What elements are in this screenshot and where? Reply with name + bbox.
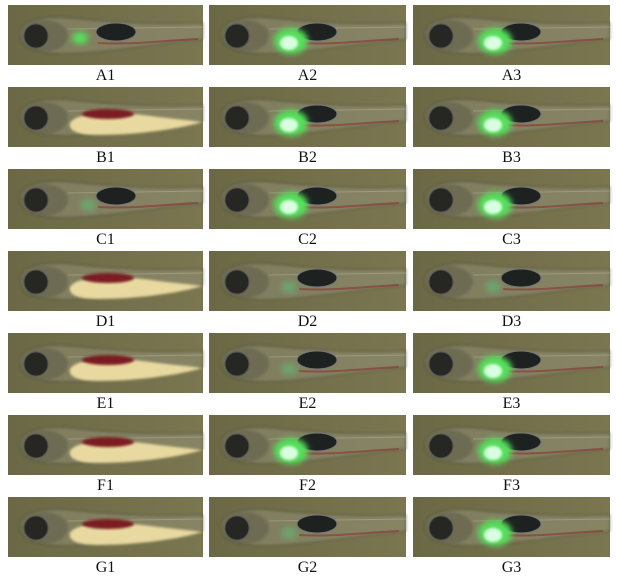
fluorescence-core [484,446,502,460]
fish-eye [24,434,48,458]
panel [413,169,610,229]
fluorescence-glow [72,32,88,44]
panel [8,415,203,475]
fluorescence-core [484,200,502,214]
panel [8,333,203,393]
fish-eye [429,24,453,48]
fluorescence-glow [281,281,297,293]
fluorescence-core [280,446,298,460]
panel-label: G3 [502,559,522,572]
panel [8,5,203,65]
fish-eye [225,352,249,376]
panel-label: F1 [97,477,114,494]
panel [413,333,610,393]
fish-eye [24,24,48,48]
panel [413,497,610,557]
fluorescence-glow [485,281,501,293]
panel-label: C2 [298,231,317,248]
fluorescence-glow [281,363,297,375]
fish-eye [225,188,249,212]
fluorescence-core [484,36,502,50]
panel [413,415,610,475]
swim-bladder [297,515,337,533]
fluorescence-core [484,364,502,378]
fish-eye [225,516,249,540]
fish-eye [24,516,48,540]
panel-label: E3 [503,395,521,412]
panel-label: B3 [502,149,521,166]
blood [82,109,134,119]
fluorescence-core [280,118,298,132]
blood [82,273,134,283]
fish-eye [429,270,453,294]
fluorescence-glow [281,527,297,539]
panel-label: D1 [96,313,116,330]
fish-eye [24,106,48,130]
panel [8,497,203,557]
panel [8,251,203,311]
panel-label: E1 [97,395,115,412]
swim-bladder [297,269,337,287]
panel-label: G1 [96,559,116,572]
panel-label: B1 [96,149,115,166]
swim-bladder [96,187,136,205]
panel [8,169,203,229]
fluorescence-core [484,528,502,542]
fish-eye [24,188,48,212]
fluorescence-core [280,36,298,50]
panel [413,87,610,147]
panel-label: F3 [503,477,520,494]
fish-eye [429,188,453,212]
panel-label: E2 [299,395,317,412]
fish-eye [225,106,249,130]
swim-bladder [96,23,136,41]
panel-label: A2 [298,67,318,84]
panel [209,87,406,147]
blood [82,437,134,447]
fish-eye [429,352,453,376]
page: {"panels": [["A1", "A2", "A3"], ["B1", "… [0,0,617,572]
figure: A1 A2 A3 B1 B2 B3 C1 C2 C3 D1 D2 D3 E1 E2 E3 F1 F2 F3 G1 G2… [0,0,617,572]
panel [209,169,406,229]
fish-eye [225,270,249,294]
panel-label: D2 [298,313,318,330]
panel-label: C3 [502,231,521,248]
panel-label: C1 [96,231,115,248]
panel [8,87,203,147]
panel [209,333,406,393]
fluorescence-core [484,118,502,132]
fish-eye [24,270,48,294]
fish-eye [225,24,249,48]
panel-label: D3 [502,313,522,330]
panel-label: A3 [502,67,522,84]
blood [82,355,134,365]
fish-eye [225,434,249,458]
panel-label: A1 [96,67,116,84]
panel [209,415,406,475]
panel-label: B2 [298,149,317,166]
panel-label: G2 [298,559,318,572]
swim-bladder [297,351,337,369]
panel [209,497,406,557]
fish-eye [429,434,453,458]
fluorescence-glow [80,199,96,211]
panel [209,251,406,311]
blood [82,519,134,529]
fish-eye [429,516,453,540]
panel [413,251,610,311]
fish-eye [429,106,453,130]
panel-label: F2 [299,477,316,494]
panel [413,5,610,65]
panel [209,5,406,65]
fish-eye [24,352,48,376]
fluorescence-core [280,200,298,214]
swim-bladder [501,269,541,287]
